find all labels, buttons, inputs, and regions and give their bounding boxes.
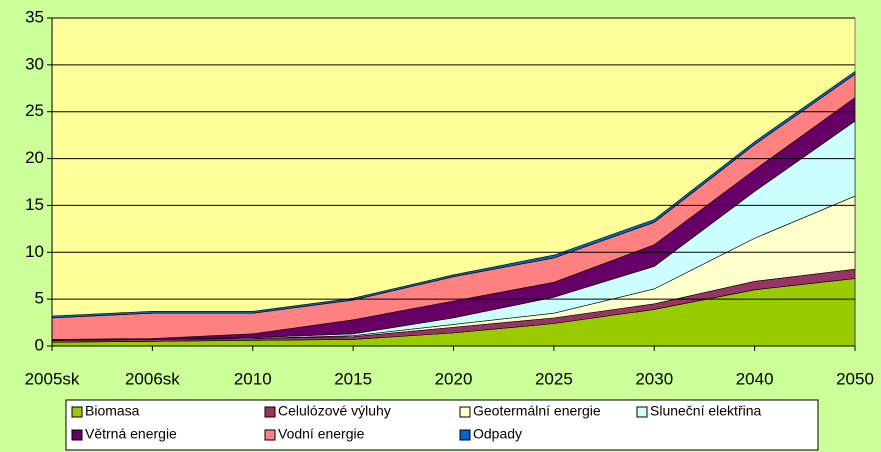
legend-box (65, 399, 819, 451)
legend-label: Sluneční elektřina (650, 403, 762, 419)
x-tick-label: 2025 (535, 369, 573, 388)
y-tick-label: 5 (35, 289, 44, 308)
y-tick-label: 0 (35, 335, 44, 354)
y-tick-label: 35 (25, 7, 44, 26)
legend-swatch (264, 429, 276, 441)
y-tick-label: 30 (25, 54, 44, 73)
legend-swatch (71, 406, 83, 418)
legend-label: Vodní energie (278, 426, 365, 442)
y-tick-label: 20 (25, 148, 44, 167)
x-tick-label: 2020 (435, 369, 473, 388)
legend-label: Větrná energie (85, 426, 177, 442)
y-tick-label: 10 (25, 242, 44, 261)
x-tick-label: 2005sk (25, 369, 80, 388)
legend-swatch (459, 429, 471, 441)
y-tick-label: 25 (25, 101, 44, 120)
legend-swatch (264, 406, 276, 418)
legend-label: Geotermální energie (473, 403, 601, 419)
legend-swatch (71, 429, 83, 441)
legend-swatch (636, 406, 648, 418)
x-tick-label: 2015 (334, 369, 372, 388)
x-tick-label: 2010 (234, 369, 272, 388)
x-tick-label: 2040 (736, 369, 774, 388)
legend: Biomasa Celulózové výluhy Geotermální ener… (71, 403, 762, 442)
legend-label: Biomasa (85, 403, 140, 419)
x-tick-label: 2006sk (125, 369, 180, 388)
legend-swatch (459, 406, 471, 418)
area (51, 70, 856, 319)
legend-label: Odpady (473, 426, 522, 442)
y-tick-label: 15 (25, 195, 44, 214)
x-tick-label: 2030 (635, 369, 673, 388)
legend-label: Celulózové výluhy (278, 403, 391, 419)
x-tick-label: 2050 (836, 369, 874, 388)
